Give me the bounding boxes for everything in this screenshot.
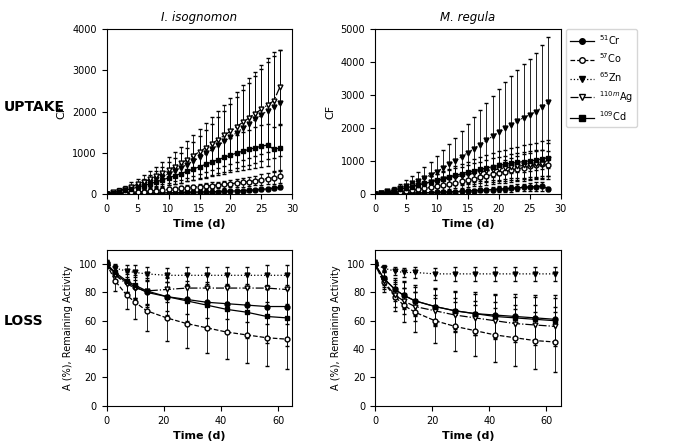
- Y-axis label: A (%), Remaining Activity: A (%), Remaining Activity: [63, 265, 73, 390]
- X-axis label: Time (d): Time (d): [173, 431, 226, 441]
- Text: LOSS: LOSS: [3, 314, 43, 328]
- Y-axis label: CF: CF: [325, 104, 335, 119]
- X-axis label: Time (d): Time (d): [442, 431, 494, 441]
- Y-axis label: A (%), Remaining Activity: A (%), Remaining Activity: [332, 265, 341, 390]
- X-axis label: Time (d): Time (d): [442, 219, 494, 229]
- Title: M. regula: M. regula: [440, 11, 495, 24]
- X-axis label: Time (d): Time (d): [173, 219, 226, 229]
- Text: UPTAKE: UPTAKE: [3, 100, 65, 114]
- Legend: $^{51}$Cr, $^{57}$Co, $^{65}$Zn, $^{110m}$Ag, $^{109}$Cd: $^{51}$Cr, $^{57}$Co, $^{65}$Zn, $^{110m…: [566, 29, 637, 127]
- Y-axis label: CF: CF: [56, 104, 67, 119]
- Title: I. isognomon: I. isognomon: [162, 11, 237, 24]
